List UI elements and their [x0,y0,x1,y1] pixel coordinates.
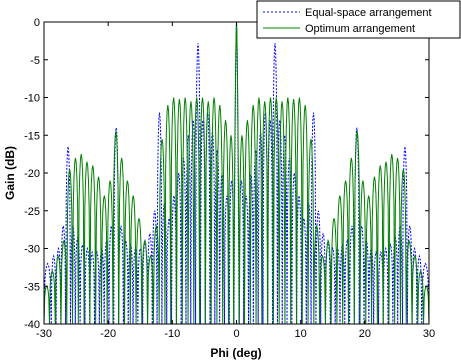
ticks-layer: -30 -20 -10 0 10 20 30 0 -5 -10 -15 -20 -25 -30 -35 -40 [24,17,435,340]
y-tick-label: -40 [24,319,40,331]
y-axis-label: Gain (dB) [3,146,17,200]
x-tick-label: -10 [164,328,180,340]
legend-box [256,0,461,39]
x-tick-label: 20 [359,328,371,340]
y-tick-label: -30 [24,244,40,256]
x-tick-label: 10 [295,328,307,340]
legend-label-optimum: Optimum arrangement [305,23,415,35]
x-tick-label: -20 [100,328,116,340]
x-tick-label: 0 [233,328,239,340]
x-tick-label: -30 [36,328,52,340]
legend-label-equal-space: Equal-space arrangement [305,7,432,19]
y-tick-label: -10 [24,93,40,105]
y-tick-label: -5 [30,55,40,67]
y-tick-label: -20 [24,168,40,180]
series-layer [44,22,429,324]
y-tick-label: -25 [24,206,40,218]
series-line-optimum [44,22,429,324]
legend: Equal-space arrangement Optimum arrangem… [256,0,461,39]
y-tick-label: -35 [24,281,40,293]
x-axis-label: Phi (deg) [210,346,261,360]
x-tick-label: 30 [423,328,435,340]
series-line-equal-space [44,22,429,324]
y-tick-label: 0 [34,17,40,29]
y-tick-label: -15 [24,130,40,142]
